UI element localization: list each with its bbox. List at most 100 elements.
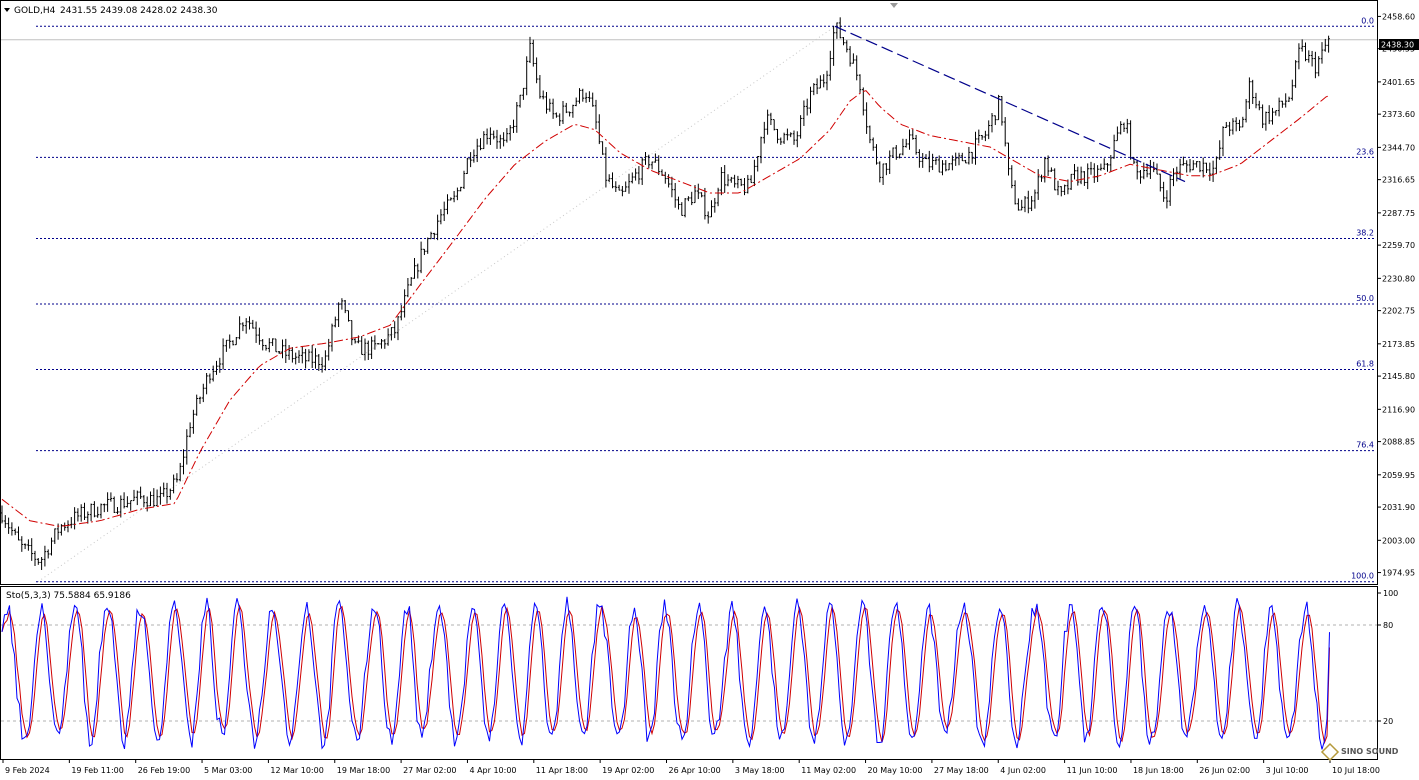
candle bbox=[739, 178, 743, 187]
candle bbox=[426, 237, 429, 254]
candle bbox=[109, 492, 113, 502]
candle bbox=[347, 310, 350, 322]
trendlines[interactable] bbox=[834, 25, 1186, 183]
candle bbox=[1149, 159, 1152, 179]
candle bbox=[644, 152, 647, 165]
candle bbox=[390, 327, 393, 341]
candle bbox=[1267, 105, 1271, 125]
time-tick-label: 12 Mar 10:00 bbox=[270, 766, 323, 775]
candle bbox=[515, 102, 519, 133]
candle bbox=[132, 489, 136, 502]
time-tick-label: 4 Jun 02:00 bbox=[1000, 766, 1046, 775]
candle bbox=[673, 182, 677, 208]
price-axis: 2458.602430.552401.652373.602344.702316.… bbox=[1377, 12, 1415, 578]
main-pane-frame bbox=[0, 0, 1378, 585]
candle bbox=[446, 194, 449, 215]
candle bbox=[221, 338, 225, 370]
symbol-menu-icon[interactable] bbox=[4, 8, 10, 12]
candle bbox=[763, 121, 766, 144]
fib-level-label: 61.8 bbox=[1356, 360, 1374, 369]
candle bbox=[1238, 119, 1241, 131]
candle bbox=[601, 141, 604, 155]
candle bbox=[264, 344, 268, 351]
candle bbox=[360, 336, 363, 355]
candle bbox=[1324, 38, 1327, 52]
candle bbox=[489, 127, 492, 145]
price-tick-label: 2344.70 bbox=[1382, 143, 1415, 152]
candle bbox=[238, 316, 241, 340]
price-tick-label: 2458.60 bbox=[1382, 12, 1415, 21]
price-tick-label: 2059.95 bbox=[1382, 471, 1415, 480]
price-tick-label: 1974.95 bbox=[1382, 569, 1415, 578]
candle bbox=[442, 201, 446, 222]
candle bbox=[802, 100, 806, 126]
candle bbox=[396, 316, 400, 341]
candle bbox=[838, 17, 842, 39]
candle bbox=[551, 98, 555, 119]
time-axis: 9 Feb 2024 19 Feb 11:00 26 Feb 19:00 5 Mar … bbox=[2, 759, 1380, 775]
candle bbox=[1211, 160, 1215, 182]
candle bbox=[819, 75, 822, 89]
candle bbox=[1053, 168, 1056, 191]
time-tick-label: 3 Jul 10:00 bbox=[1266, 766, 1309, 775]
candle bbox=[1010, 165, 1014, 189]
candle bbox=[934, 157, 938, 165]
candle bbox=[1033, 189, 1037, 209]
price-tick-label: 2003.00 bbox=[1382, 536, 1415, 545]
price-tick-label: 2316.65 bbox=[1382, 176, 1415, 185]
candle bbox=[93, 501, 96, 518]
candle bbox=[208, 373, 212, 384]
candle bbox=[343, 299, 347, 314]
candle bbox=[244, 318, 248, 334]
candle bbox=[456, 187, 459, 201]
candle bbox=[967, 146, 971, 165]
candle bbox=[538, 75, 542, 99]
candle bbox=[1185, 160, 1188, 173]
candle bbox=[581, 88, 585, 102]
candle bbox=[855, 55, 858, 81]
candle bbox=[588, 91, 591, 103]
candle bbox=[812, 83, 816, 96]
candle bbox=[327, 338, 330, 361]
candle bbox=[832, 25, 835, 66]
candle bbox=[736, 175, 740, 189]
candle bbox=[297, 350, 301, 364]
candle bbox=[4, 515, 7, 528]
candle bbox=[1188, 159, 1192, 173]
candle bbox=[218, 357, 222, 373]
price-tick-label: 2173.85 bbox=[1382, 340, 1415, 349]
candle bbox=[1066, 179, 1070, 195]
candle bbox=[710, 200, 713, 218]
candle bbox=[753, 159, 756, 187]
candle bbox=[155, 489, 159, 507]
candle bbox=[706, 211, 710, 224]
candle bbox=[142, 495, 146, 508]
candle bbox=[310, 345, 314, 369]
candle bbox=[964, 159, 967, 164]
candle bbox=[829, 50, 832, 81]
candle bbox=[20, 536, 24, 552]
candle bbox=[716, 187, 720, 207]
candle bbox=[921, 153, 924, 168]
candle bbox=[499, 134, 502, 149]
candle bbox=[1195, 161, 1198, 168]
candle bbox=[720, 167, 723, 196]
candle bbox=[211, 365, 215, 382]
candle bbox=[700, 192, 703, 198]
candle bbox=[281, 339, 284, 359]
fibonacci-levels[interactable]: 0.0 23.6 38.2 50.0 61.8 76.4 100.0 bbox=[36, 16, 1376, 583]
candle bbox=[1320, 42, 1324, 64]
time-tick-label: 19 Mar 18:00 bbox=[337, 766, 390, 775]
candle bbox=[337, 302, 340, 328]
candle bbox=[1099, 163, 1103, 171]
chart-shift-marker[interactable] bbox=[890, 3, 898, 8]
candle bbox=[1145, 163, 1149, 178]
candle bbox=[505, 128, 509, 143]
candle bbox=[433, 232, 436, 240]
candle bbox=[1248, 77, 1251, 109]
candle bbox=[654, 153, 657, 163]
candle bbox=[27, 539, 30, 551]
candle bbox=[202, 383, 205, 403]
candle bbox=[1178, 158, 1182, 179]
